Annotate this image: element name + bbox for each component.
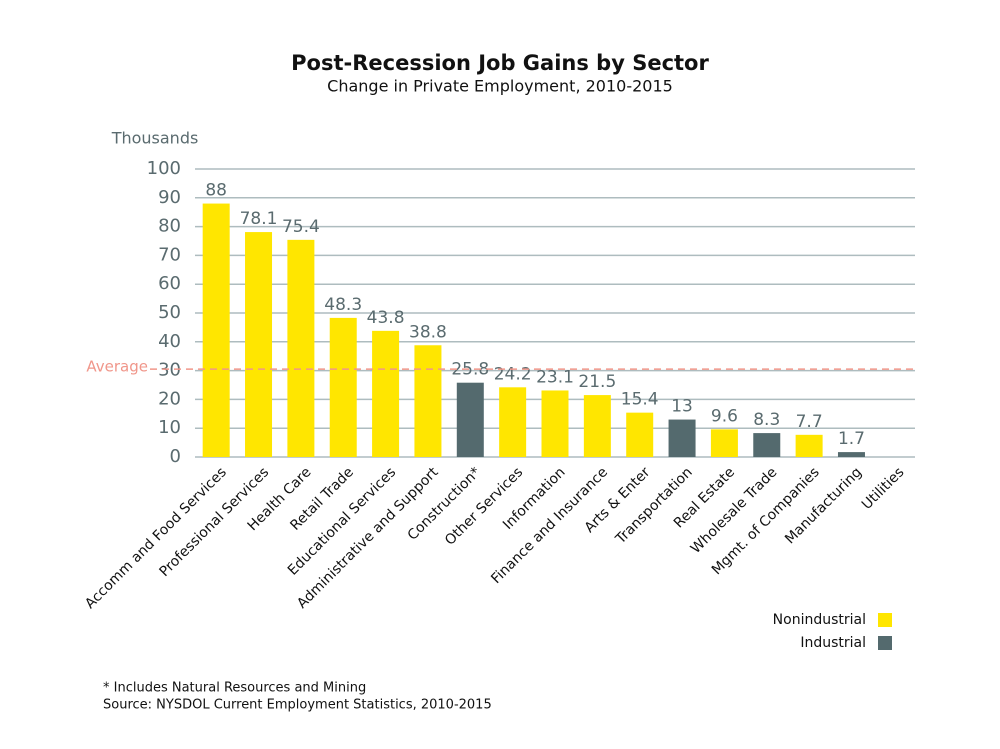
value-label: 13 (671, 397, 693, 417)
chart-title: Post-Recession Job Gains by Sector (291, 51, 709, 75)
footnote: * Includes Natural Resources and Mining (103, 681, 366, 696)
bar (626, 412, 654, 457)
bar (287, 239, 315, 457)
bar (710, 429, 738, 457)
bar (668, 419, 696, 457)
source-note: Source: NYSDOL Current Employment Statis… (103, 698, 492, 713)
y-axis-title: Thousands (111, 129, 199, 148)
bar (456, 382, 484, 457)
value-label: 88 (205, 181, 227, 201)
bar (329, 317, 357, 457)
average-label: Average (86, 358, 148, 376)
x-tick-label: Construction* (405, 464, 484, 543)
legend-label: Nonindustrial (773, 612, 866, 628)
value-label: 23.1 (536, 367, 574, 387)
value-label: 48.3 (324, 295, 362, 315)
value-label: 21.5 (578, 372, 616, 392)
x-tick-label: Other Services (442, 464, 526, 548)
bar (583, 395, 611, 457)
y-tick-label: 60 (158, 273, 181, 294)
y-tick-label: 40 (158, 331, 181, 352)
value-label: 1.7 (838, 429, 865, 449)
legend-swatch (878, 613, 892, 627)
y-tick-label: 100 (147, 158, 181, 179)
y-tick-label: 90 (158, 187, 181, 208)
bar (245, 232, 273, 457)
bar (414, 345, 442, 457)
y-tick-label: 10 (158, 417, 181, 438)
bar (753, 433, 781, 457)
value-label: 43.8 (367, 308, 405, 328)
value-label: 25.8 (451, 360, 489, 380)
y-tick-label: 80 (158, 216, 181, 237)
y-tick-label: 30 (158, 360, 181, 381)
legend-label: Industrial (800, 635, 866, 651)
x-tick-label: Transportation (612, 464, 696, 548)
bar (541, 390, 569, 457)
value-label: 15.4 (621, 390, 659, 410)
bar (202, 203, 230, 457)
value-label: 8.3 (753, 410, 780, 430)
x-tick-label: Utilities (859, 464, 908, 513)
y-tick-label: 0 (170, 446, 181, 467)
bar (499, 387, 527, 457)
bar (837, 452, 865, 457)
chart-subtitle: Change in Private Employment, 2010-2015 (327, 77, 673, 96)
value-label: 78.1 (240, 209, 278, 229)
value-label: 75.4 (282, 217, 320, 237)
bar (795, 434, 823, 457)
y-tick-label: 70 (158, 244, 181, 265)
legend-swatch (878, 636, 892, 650)
y-tick-label: 50 (158, 302, 181, 323)
bar (372, 330, 400, 457)
y-tick-label: 20 (158, 388, 181, 409)
x-tick-label: Manufacturing (782, 464, 865, 547)
value-label: 9.6 (711, 406, 738, 426)
value-label: 24.2 (494, 364, 532, 384)
value-label: 38.8 (409, 322, 447, 342)
value-label: 7.7 (796, 412, 823, 432)
